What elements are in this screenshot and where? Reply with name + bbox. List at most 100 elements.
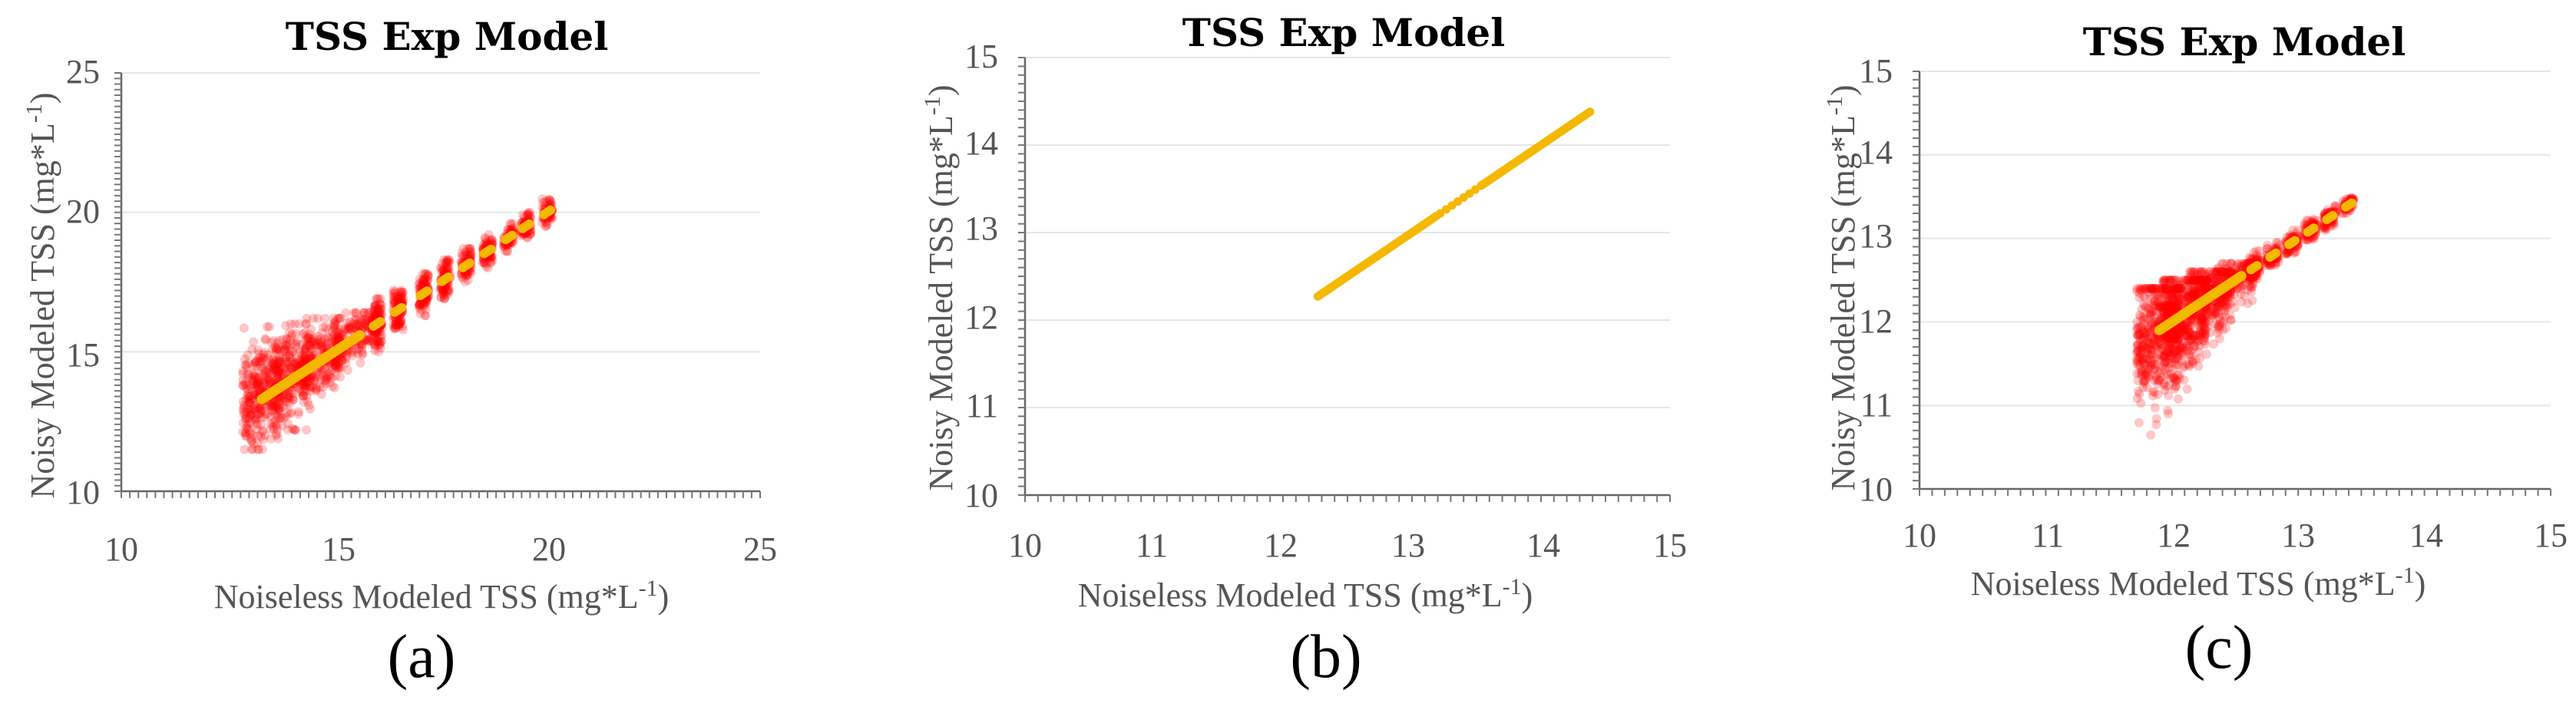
noiseless-point [2252, 261, 2262, 271]
noisy-point [333, 362, 343, 372]
noisy-point [374, 309, 384, 319]
y-tick-label: 15 [1859, 52, 1893, 90]
noisy-point [281, 342, 291, 352]
noisy-point [375, 337, 385, 347]
noisy-point [391, 321, 401, 331]
noisy-point [363, 308, 373, 318]
noisy-point [306, 334, 316, 344]
noisy-point [287, 357, 297, 367]
noisy-point [327, 327, 337, 337]
noisy-point [312, 313, 322, 323]
noisy-point [308, 374, 318, 384]
noisy-point [250, 401, 260, 411]
noisy-point [420, 269, 430, 279]
noisy-point [299, 378, 309, 388]
noisy-point [372, 336, 382, 346]
noisy-point [300, 348, 310, 358]
noisy-point [271, 345, 281, 355]
noisy-point [304, 377, 314, 387]
noisy-point [373, 304, 383, 314]
noisy-point [373, 294, 383, 304]
noisy-point [238, 366, 248, 376]
noisy-point [271, 401, 281, 411]
noisy-point [296, 355, 306, 365]
y-tick-label: 12 [964, 299, 998, 336]
noisy-point [359, 322, 369, 332]
noisy-point [250, 372, 260, 382]
noisy-point [339, 325, 349, 335]
noisy-point [286, 332, 296, 342]
noisy-point [352, 315, 362, 325]
noisy-point [283, 425, 293, 435]
noisy-point [316, 337, 326, 347]
noisy-point [284, 388, 294, 398]
noisy-point [256, 356, 266, 366]
noisy-point [299, 391, 309, 401]
noisy-point [368, 337, 378, 347]
noisy-point [308, 337, 318, 347]
noisy-point [340, 324, 350, 334]
noisy-point [270, 367, 280, 377]
noisy-point [370, 301, 380, 311]
noisy-point [306, 372, 316, 382]
noisy-point [320, 313, 330, 323]
noisy-point [272, 348, 282, 358]
noisy-point [274, 362, 284, 372]
noisy-point [279, 345, 289, 355]
noiseless-point [546, 205, 556, 215]
noisy-point [262, 401, 272, 411]
noisy-point [266, 434, 276, 444]
noisy-point [333, 357, 343, 367]
noisy-point [242, 362, 252, 372]
noisy-point [297, 339, 307, 349]
noisy-point [306, 383, 316, 393]
noisy-point [305, 374, 315, 384]
noisy-point [252, 418, 262, 428]
noisy-point [376, 330, 386, 340]
noisy-point [262, 372, 272, 382]
noisy-point [286, 319, 296, 329]
noisy-point [296, 379, 306, 389]
noisy-point [336, 355, 346, 365]
noisy-point [287, 388, 297, 398]
noisy-point [260, 379, 270, 389]
noisy-point [266, 337, 276, 347]
noisy-point [357, 345, 367, 355]
noisy-point [423, 272, 433, 282]
noisy-point [246, 391, 256, 401]
noisy-point [276, 412, 286, 422]
noisy-point [261, 368, 271, 378]
noiseless-point [465, 258, 475, 268]
y-tick-label: 20 [66, 193, 100, 230]
noisy-point [326, 371, 336, 381]
noisy-point [238, 418, 248, 428]
noisy-point [271, 398, 281, 408]
y-tick-label: 14 [964, 124, 998, 162]
noisy-point [329, 322, 339, 332]
noisy-point [423, 275, 433, 285]
noisy-point [334, 358, 344, 368]
noisy-point [294, 319, 304, 329]
noisy-point [368, 329, 378, 338]
noisy-point [2145, 294, 2155, 304]
noisy-point [376, 332, 386, 342]
noisy-point [309, 375, 319, 385]
x-tick-label: 11 [1136, 527, 1168, 564]
noisy-point [345, 324, 355, 334]
noisy-point [268, 368, 278, 378]
noisy-point [418, 301, 428, 311]
noisy-point [373, 340, 383, 350]
noisy-point [254, 386, 264, 396]
noisy-point [369, 330, 379, 340]
noisy-point [298, 381, 308, 391]
panel-a-y-axis-label: Noisy Modeled TSS (mg*L-1) [21, 93, 61, 499]
noiseless-point [2290, 236, 2300, 246]
noisy-point [370, 329, 380, 338]
noisy-point [300, 381, 310, 391]
panel-a-label: (a) [388, 623, 456, 691]
noisy-point [285, 391, 295, 401]
noisy-point [297, 380, 307, 390]
panel-a: TSS Exp Model 10 15 20 25 10 15 20 25 No… [21, 14, 777, 691]
noisy-point [2136, 398, 2146, 408]
